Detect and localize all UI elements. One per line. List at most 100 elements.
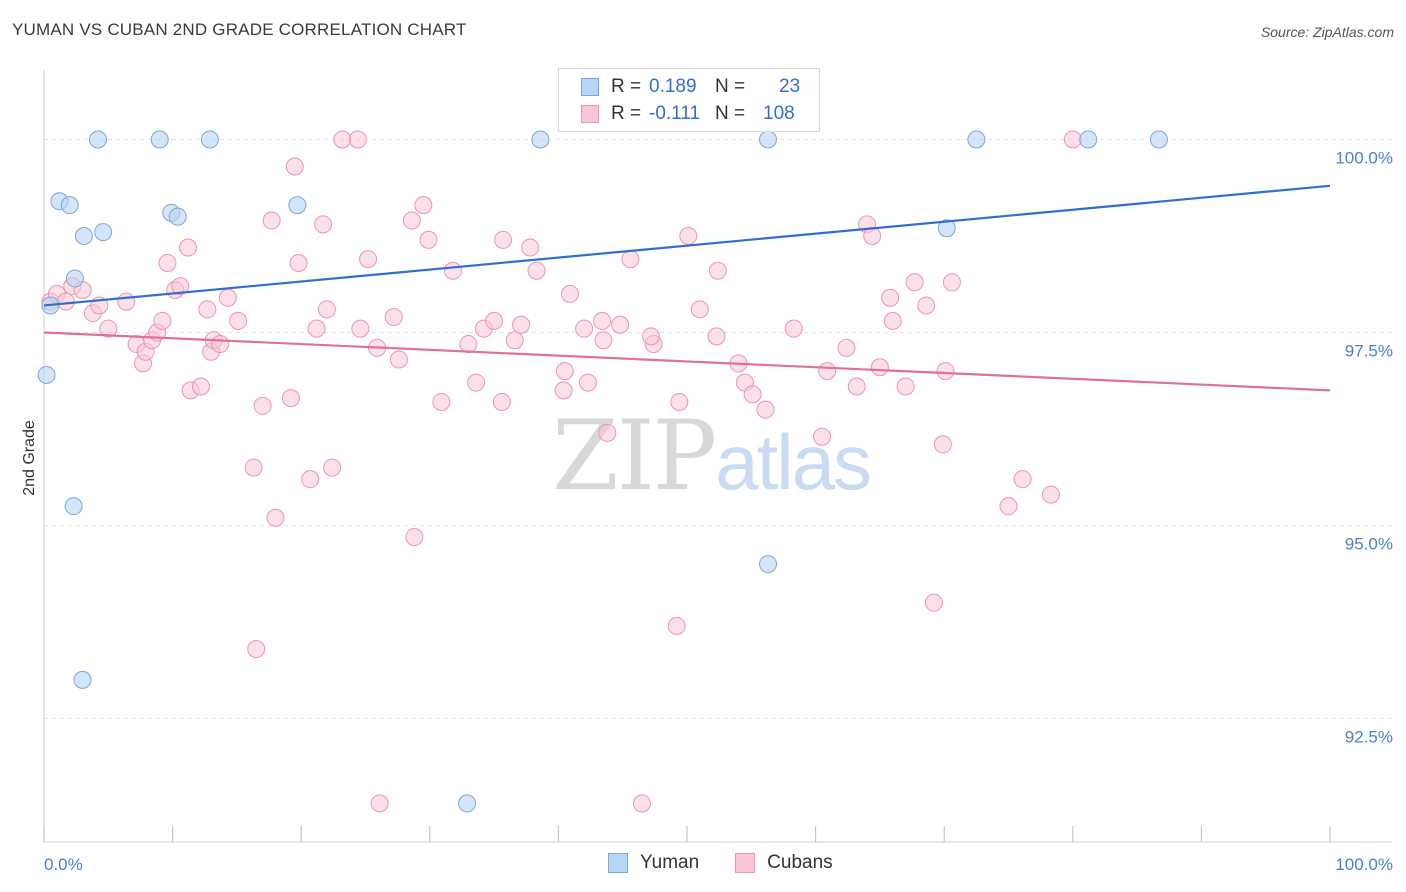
- cubans-point: [494, 230, 513, 249]
- legend-row-cubans: R = -0.111 N = 108: [581, 101, 795, 127]
- axes: [43, 70, 1392, 843]
- y-axis-title: 2nd Grade: [21, 420, 38, 496]
- stats-legend: R = 0.189 N = 23 R = -0.111 N = 108: [558, 68, 820, 132]
- cubans-point: [667, 616, 686, 635]
- yuman-point: [531, 130, 550, 149]
- yuman-point: [937, 219, 956, 238]
- cubans-point: [521, 238, 540, 257]
- cubans-point: [578, 373, 597, 392]
- n-value: 108: [763, 103, 795, 124]
- cubans-point: [171, 277, 190, 296]
- yuman-swatch: [608, 853, 628, 873]
- chart-title: YUMAN VS CUBAN 2ND GRADE CORRELATION CHA…: [12, 20, 467, 39]
- cubans-point: [924, 593, 943, 612]
- cubans-point: [281, 389, 300, 408]
- cubans-point: [905, 273, 924, 292]
- cubans-point: [244, 458, 263, 477]
- yuman-point: [1149, 130, 1168, 149]
- cubans-point: [784, 319, 803, 338]
- watermark-zip: ZIP: [552, 400, 717, 512]
- yuman-point: [458, 794, 477, 813]
- cubans-point: [641, 327, 660, 346]
- cubans-point: [351, 319, 370, 338]
- y-tick-label: 97.5%: [1345, 341, 1393, 360]
- cubans-trend-line: [43, 331, 1331, 392]
- yuman-point: [288, 196, 307, 215]
- cubans-point: [942, 273, 961, 292]
- y-tick-label: 100.0%: [1335, 148, 1393, 167]
- cubans-point: [384, 308, 403, 327]
- cubans-point: [191, 377, 210, 396]
- cubans-point: [314, 215, 333, 234]
- yuman-point: [60, 196, 79, 215]
- cubans-point: [419, 230, 438, 249]
- cubans-points: [41, 130, 1082, 813]
- cubans-point: [333, 130, 352, 149]
- cubans-point: [218, 288, 237, 307]
- yuman-point: [967, 130, 986, 149]
- cubans-point: [554, 381, 573, 400]
- cubans-point: [179, 238, 198, 257]
- cubans-point: [99, 319, 118, 338]
- cubans-point: [211, 335, 230, 354]
- cubans-point: [999, 497, 1018, 516]
- yuman-point: [64, 497, 83, 516]
- cubans-point: [317, 300, 336, 319]
- yuman-point: [1079, 130, 1098, 149]
- cubans-point: [432, 392, 451, 411]
- y-tick-label: 95.0%: [1345, 534, 1393, 553]
- yuman-point: [150, 130, 169, 149]
- cubans-point: [575, 319, 594, 338]
- cubans-point: [505, 331, 524, 350]
- cubans-point: [467, 373, 486, 392]
- n-value: 23: [779, 76, 801, 97]
- watermark: ZIPatlas: [552, 400, 872, 512]
- cubans-point: [621, 250, 640, 269]
- cubans-point: [229, 311, 248, 330]
- cubans-point: [1063, 130, 1082, 149]
- cubans-point: [933, 435, 952, 454]
- cubans-point: [560, 284, 579, 303]
- yuman-trend-line: [43, 184, 1331, 307]
- cubans-point: [405, 528, 424, 547]
- cubans-point: [594, 331, 613, 350]
- cubans-swatch: [735, 853, 756, 873]
- cubans-point: [707, 327, 726, 346]
- series-legend: Yuman Cubans: [608, 852, 869, 874]
- gridlines: [44, 138, 1392, 719]
- cubans-point: [289, 254, 308, 272]
- cubans-point: [679, 226, 698, 245]
- legend-item-yuman: Yuman: [608, 852, 699, 874]
- cubans-point: [917, 296, 936, 315]
- cubans-point: [756, 400, 775, 419]
- cubans-point: [598, 423, 617, 442]
- cubans-point: [301, 470, 320, 489]
- watermark-atlas: atlas: [715, 418, 872, 506]
- cubans-point: [359, 250, 378, 269]
- cubans-point: [370, 794, 389, 813]
- cubans-point: [266, 508, 285, 527]
- x-tick-label-min: 0.0%: [44, 855, 83, 874]
- x-tick-label-max: 100.0%: [1335, 855, 1393, 874]
- cubans-point: [896, 377, 915, 396]
- n-label: N =: [715, 76, 746, 97]
- cubans-point: [492, 392, 511, 411]
- cubans-point: [708, 261, 727, 280]
- yuman-point: [200, 130, 219, 149]
- yuman-point: [94, 223, 113, 242]
- r-value: -0.111: [649, 103, 701, 124]
- cubans-point: [936, 362, 955, 381]
- cubans-point: [389, 350, 408, 369]
- cubans-point: [485, 311, 504, 330]
- cubans-point: [56, 292, 75, 311]
- cubans-point: [881, 288, 900, 307]
- cubans-point: [632, 794, 651, 813]
- legend-item-cubans: Cubans: [735, 852, 833, 874]
- cubans-point: [1041, 485, 1060, 504]
- legend-row-yuman: R = 0.189 N = 23: [581, 74, 800, 100]
- cubans-point: [117, 292, 136, 311]
- yuman-swatch: [581, 78, 599, 96]
- cubans-point: [253, 396, 272, 415]
- cubans-point: [247, 640, 266, 658]
